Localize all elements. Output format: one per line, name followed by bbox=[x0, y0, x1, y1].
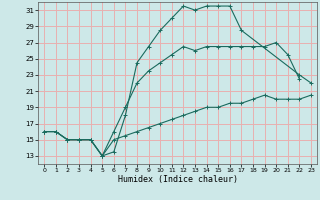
X-axis label: Humidex (Indice chaleur): Humidex (Indice chaleur) bbox=[118, 175, 238, 184]
